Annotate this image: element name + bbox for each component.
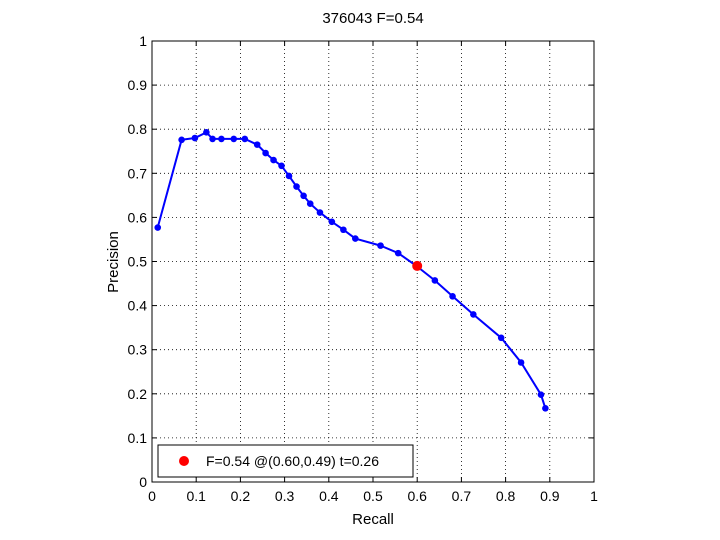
best-f-point (412, 260, 423, 271)
data-point (262, 149, 269, 157)
x-tick-label: 0 (148, 488, 156, 504)
y-tick-label: 0.2 (128, 386, 148, 402)
x-tick-labels: 0 0.1 0.2 0.3 0.4 0.5 0.6 0.7 0.8 0.9 1 (148, 488, 598, 504)
data-point (537, 391, 545, 398)
data-point (377, 242, 384, 249)
data-point (449, 293, 456, 300)
data-point (328, 218, 336, 226)
plot-frame (151, 40, 595, 483)
data-point (154, 224, 162, 231)
x-tick-label: 1 (590, 488, 598, 504)
data-point (470, 311, 477, 318)
y-tick-label: 0.8 (128, 121, 148, 137)
y-tick-label: 0.7 (128, 165, 148, 181)
x-tick-label: 0.6 (407, 488, 427, 504)
data-point (517, 359, 525, 366)
data-point (230, 135, 238, 143)
y-tick-label: 0.6 (128, 209, 148, 225)
x-tick-label: 0.5 (363, 488, 383, 504)
data-point (340, 226, 347, 234)
legend-box (157, 444, 414, 478)
x-tick-label: 0.1 (186, 488, 206, 504)
data-point (285, 172, 293, 180)
data-point (394, 249, 402, 257)
y-axis-title: Precision (105, 231, 122, 293)
data-point (191, 134, 199, 142)
data-point (431, 277, 439, 284)
legend-label: F=0.54 @(0.60,0.49) t=0.26 (206, 453, 379, 469)
y-tick-label: 0 (139, 474, 147, 490)
data-point (497, 334, 505, 342)
x-tick-label: 0.7 (452, 488, 472, 504)
data-point (293, 183, 300, 190)
data-point (209, 135, 216, 143)
grid-lines (152, 41, 594, 482)
data-point (352, 235, 359, 242)
data-point (542, 405, 549, 412)
data-point (306, 200, 314, 208)
y-tick-label: 0.1 (128, 430, 148, 446)
series-group (154, 128, 549, 412)
y-tick-label: 0.9 (128, 77, 148, 93)
chart-title: 376043 F=0.54 (322, 10, 423, 27)
legend: F=0.54 @(0.60,0.49) t=0.26 (157, 444, 414, 478)
data-point (218, 135, 225, 143)
y-tick-label: 0.5 (128, 254, 148, 270)
x-tick-label: 0.2 (231, 488, 251, 504)
y-tick-label: 0.4 (128, 298, 148, 314)
data-point (178, 136, 185, 144)
data-point (316, 209, 324, 216)
x-tick-label: 0.4 (319, 488, 339, 504)
data-point (203, 128, 210, 136)
data-point (253, 141, 261, 148)
y-tick-label: 1 (139, 33, 147, 49)
x-tick-label: 0.9 (540, 488, 560, 504)
data-point (300, 192, 307, 200)
y-tick-labels: 0 0.1 0.2 0.3 0.4 0.5 0.6 0.7 0.8 0.9 1 (128, 33, 148, 490)
data-point (270, 156, 277, 164)
data-point (278, 162, 285, 170)
y-tick-label: 0.3 (128, 342, 148, 358)
legend-marker (179, 456, 189, 466)
x-axis-title: Recall (352, 511, 394, 528)
x-tick-label: 0.8 (496, 488, 516, 504)
x-tick-label: 0.3 (275, 488, 295, 504)
data-point (241, 135, 249, 143)
